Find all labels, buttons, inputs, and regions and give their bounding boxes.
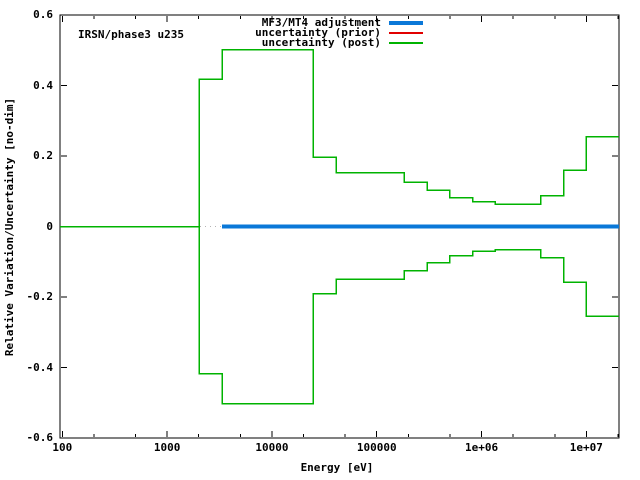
legend: MF3/MT4 adjustment uncertainty (prior) u…: [255, 16, 423, 49]
legend-label-uncertainty-post: uncertainty (post): [261, 36, 381, 49]
uncertainty-prior-lower-curve: [60, 225, 619, 405]
x-tick-label: 10000: [255, 441, 289, 454]
legend-item-uncertainty-post: uncertainty (post): [255, 36, 423, 49]
legend-line-sample-blue: [389, 21, 423, 25]
y-tick-label: -0.6: [26, 431, 54, 444]
y-tick-label: 0.2: [33, 149, 53, 162]
uncertainty-post-upper-curve: [60, 48, 619, 228]
legend-line-sample-green: [389, 42, 423, 44]
y-tick-label: -0.4: [26, 360, 54, 374]
x-axis-label: Energy [eV]: [300, 461, 374, 474]
legend-line-sample-red: [389, 32, 423, 34]
y-tick-label: -0.2: [26, 290, 54, 303]
uncertainty-post-lower-curve: [60, 225, 619, 405]
legend-item-uncertainty-prior: uncertainty (prior): [255, 26, 423, 39]
y-tick-label: 0.4: [33, 78, 53, 92]
x-tick-label: 1000: [153, 441, 181, 454]
legend-label-uncertainty-prior: uncertainty (prior): [255, 26, 381, 39]
y-tick-label: 0: [46, 219, 53, 233]
plot-annotation-label: IRSN/phase3 u235: [78, 28, 184, 41]
x-tick-label: 1e+06: [464, 441, 499, 454]
x-tick-label: 1e+07: [569, 441, 603, 454]
y-tick-label: 0.6: [33, 8, 53, 21]
legend-item-adjustment: MF3/MT4 adjustment: [255, 16, 423, 29]
x-tick-label: 100000: [356, 441, 397, 454]
x-tick-label: 100: [52, 441, 73, 454]
legend-label-adjustment: MF3/MT4 adjustment: [261, 16, 381, 29]
uncertainty-prior-upper-curve: [60, 48, 619, 228]
